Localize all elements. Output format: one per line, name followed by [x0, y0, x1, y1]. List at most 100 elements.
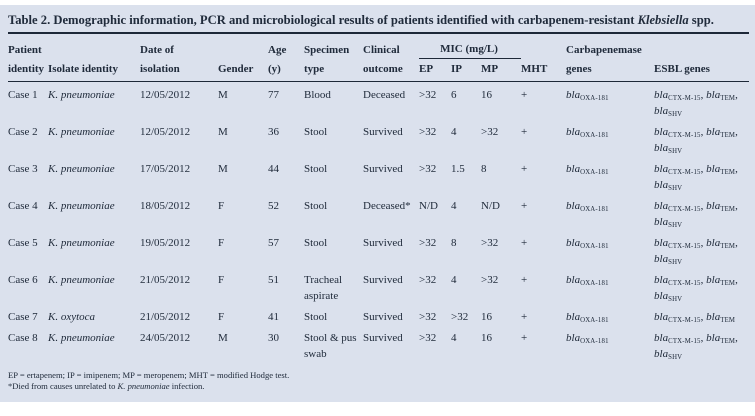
mht-cell: +	[521, 311, 528, 323]
gene-name: blaCTX-M-15	[654, 126, 701, 139]
isolate-identity-cell: K. pneumoniae	[48, 163, 115, 175]
gene-name: blaTEM	[706, 163, 736, 176]
mht-cell: +	[521, 89, 528, 101]
table-title: Table 2. Demographic information, PCR an…	[8, 8, 749, 34]
isolation-date-cell: 18/05/2012	[140, 200, 191, 212]
gene-name: blaCTX-M-15	[654, 311, 701, 324]
isolate-identity-cell: K. pneumoniae	[48, 237, 115, 249]
col-header-specimen-line2: type	[304, 58, 363, 82]
title-suffix: spp.	[688, 13, 714, 27]
col-header-patient-line1: Patient	[8, 43, 42, 56]
gene-name: blaTEM	[706, 200, 736, 213]
mic-ip-cell: 4	[451, 332, 457, 344]
mht-cell: +	[521, 274, 528, 286]
isolate-identity-cell: K. pneumoniae	[48, 332, 115, 344]
mht-cell: +	[521, 163, 528, 175]
gene-name: blaOXA-181	[566, 237, 609, 250]
table-footnotes: EP = ertapenem; IP = imipenem; MP = mero…	[8, 370, 749, 391]
mht-cell: +	[521, 332, 528, 344]
mic-ip-cell: 8	[451, 237, 457, 249]
table-row: Case 5 K. pneumoniae 19/05/2012 F 57 Stool Sur…	[8, 230, 749, 267]
gene-name: blaOXA-181	[566, 274, 609, 287]
age-cell: 51	[268, 274, 279, 286]
esbl-genes-cell: blaCTX-M-15, blaTEM, blaSHV	[654, 237, 738, 266]
col-header-esbl-spacer	[654, 34, 749, 59]
col-header-mic-group: MIC (mg/L)	[419, 34, 522, 59]
gene-name: blaOXA-181	[566, 332, 609, 345]
gene-name: blaTEM	[706, 311, 736, 324]
col-header-mp: MP	[481, 58, 522, 82]
table-row: Case 6 K. pneumoniae 21/05/2012 F 51 Tracheal…	[8, 267, 749, 304]
col-header-gender: Gender	[218, 58, 268, 82]
mic-ip-cell: 6	[451, 89, 457, 101]
gene-name: blaSHV	[654, 290, 683, 303]
mic-mp-cell: 16	[481, 311, 492, 323]
mic-ip-cell: 4	[451, 274, 457, 286]
clinical-outcome-cell: Survived	[363, 237, 403, 249]
specimen-type-cell: Stool	[304, 126, 328, 138]
mht-cell: +	[521, 126, 528, 138]
gene-name: blaOXA-181	[566, 126, 609, 139]
clinical-outcome-cell: Survived	[363, 163, 403, 175]
gene-name: blaSHV	[654, 216, 683, 229]
carbapenemase-genes-cell: blaOXA-181	[566, 325, 654, 362]
mic-ep-cell: >32	[419, 126, 437, 138]
isolation-date-cell: 12/05/2012	[140, 89, 191, 101]
gender-cell: F	[218, 200, 225, 212]
patient-identity-cell: Case 3	[8, 163, 38, 175]
clinical-outcome-cell: Deceased*	[363, 200, 411, 212]
age-cell: 52	[268, 200, 279, 212]
mic-ip-cell: >32	[451, 311, 469, 323]
mic-ep-cell: >32	[419, 311, 437, 323]
clinical-outcome-cell: Deceased	[363, 89, 406, 101]
col-header-date-line2: isolation	[140, 58, 218, 82]
mic-ip-cell: 4	[451, 200, 457, 212]
table-panel: Table 2. Demographic information, PCR an…	[0, 5, 755, 402]
esbl-genes-cell: blaCTX-M-15, blaTEM, blaSHV	[654, 89, 738, 118]
specimen-type-cell: Stool	[304, 311, 328, 323]
mic-ip-cell: 1.5	[451, 163, 465, 175]
isolation-date-cell: 19/05/2012	[140, 237, 191, 249]
gene-name: blaTEM	[706, 274, 736, 287]
isolate-identity-cell: K. pneumoniae	[48, 200, 115, 212]
table-row: Case 2 K. pneumoniae 12/05/2012 M 36 Stool Sur…	[8, 119, 749, 156]
col-header-isolate-spacer	[48, 34, 140, 59]
mic-mp-cell: N/D	[481, 200, 500, 212]
mht-cell: +	[521, 237, 528, 249]
esbl-genes-cell: blaCTX-M-15, blaTEM, blaSHV	[654, 126, 738, 155]
isolation-date-cell: 24/05/2012	[140, 332, 191, 344]
isolation-date-cell: 17/05/2012	[140, 163, 191, 175]
carbapenemase-genes-cell: blaOXA-181	[566, 156, 654, 193]
isolation-date-cell: 21/05/2012	[140, 311, 191, 323]
col-header-mht-spacer	[521, 34, 566, 59]
isolate-identity-cell: K. pneumoniae	[48, 126, 115, 138]
patient-identity-cell: Case 2	[8, 126, 38, 138]
gene-name: blaTEM	[706, 126, 736, 139]
col-header-carb-line1: Carbapenemase	[566, 43, 642, 56]
specimen-type-cell: Tracheal aspirate	[304, 274, 343, 302]
esbl-genes-cell: blaCTX-M-15, blaTEM	[654, 311, 736, 324]
table-row: Case 7 K. oxytoca 21/05/2012 F 41 Stool Surviv…	[8, 304, 749, 325]
specimen-type-cell: Blood	[304, 89, 331, 101]
mic-ep-cell: >32	[419, 237, 437, 249]
gene-name: blaOXA-181	[566, 163, 609, 176]
footnote-asterisk-suffix: infection.	[169, 380, 205, 391]
col-header-ep: EP	[419, 58, 451, 82]
col-header-mht: MHT	[521, 58, 567, 82]
patient-identity-cell: Case 1	[8, 89, 38, 101]
carbapenemase-genes-cell: blaOXA-181	[566, 304, 654, 325]
footnote-asterisk-text: *Died from causes unrelated to	[8, 380, 118, 391]
age-cell: 57	[268, 237, 279, 249]
gene-name: blaOXA-181	[566, 200, 609, 213]
title-genus-italic: Klebsiella	[637, 13, 689, 27]
carbapenemase-genes-cell: blaOXA-181	[566, 193, 654, 230]
mic-ep-cell: >32	[419, 89, 437, 101]
isolate-identity-cell: K. oxytoca	[48, 311, 96, 323]
footnote-abbreviations: EP = ertapenem; IP = imipenem; MP = mero…	[8, 370, 290, 380]
esbl-genes-cell: blaCTX-M-15, blaTEM, blaSHV	[654, 163, 738, 192]
gene-name: blaTEM	[706, 332, 736, 345]
gender-cell: F	[218, 311, 225, 323]
gender-cell: M	[218, 163, 228, 175]
mic-mp-cell: >32	[481, 274, 499, 286]
mic-mp-cell: 16	[481, 89, 492, 101]
